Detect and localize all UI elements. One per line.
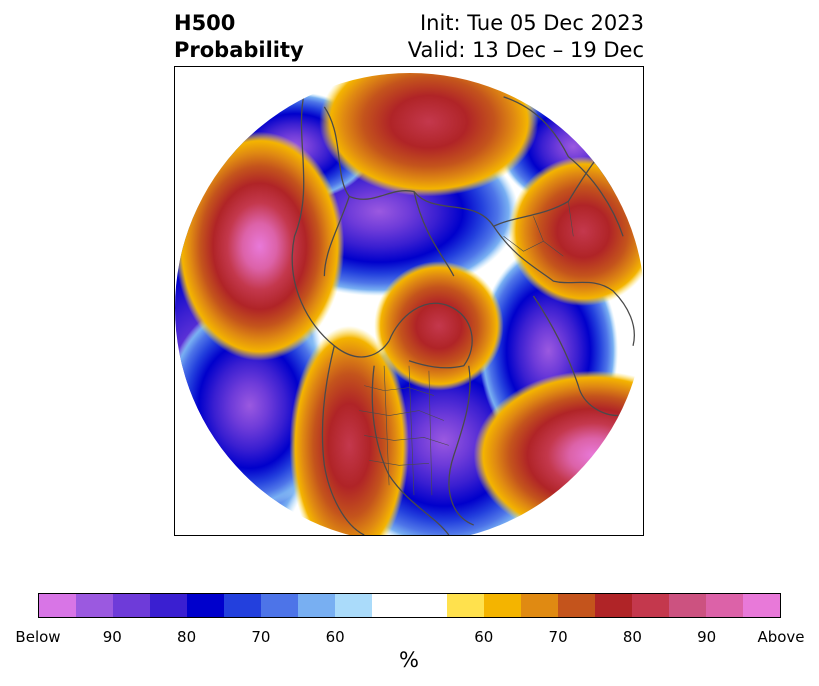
colorbar-segment [705, 594, 743, 617]
colorbar-segment [224, 594, 262, 617]
chart-title-left: H500 Probability [174, 10, 304, 64]
init-date: Init: Tue 05 Dec 2023 [419, 11, 644, 35]
valid-range: Valid: 13 Dec – 19 Dec [407, 38, 644, 62]
colorbar-tick-label: 70 [251, 628, 271, 646]
colorbar-segment [76, 594, 114, 617]
colorbar-tick-label: Below [15, 628, 61, 646]
colorbar-segment [261, 594, 299, 617]
colorbar-unit: % [399, 648, 419, 672]
colorbar-segment [372, 594, 410, 617]
colorbar-tick-label: 90 [697, 628, 717, 646]
colorbar-tick-label: 60 [474, 628, 494, 646]
colorbar-segment [446, 594, 484, 617]
colorbar-tick-label: 90 [102, 628, 122, 646]
colorbar-segment [113, 594, 151, 617]
colorbar-segment [39, 594, 77, 617]
colorbar-segment [409, 594, 447, 617]
colorbar-segment [594, 594, 632, 617]
colorbar-tick-label: 80 [622, 628, 642, 646]
colorbar-segment [668, 594, 706, 617]
colorbar-segment [150, 594, 188, 617]
colorbar-segment [187, 594, 225, 617]
colorbar [38, 593, 781, 618]
colorbar-segment [631, 594, 669, 617]
product-label: Probability [174, 38, 304, 62]
colorbar-segment [520, 594, 558, 617]
colorbar-segment [742, 594, 780, 617]
colorbar-segment [298, 594, 336, 617]
colorbar-segment [483, 594, 521, 617]
colorbar-tick-label: 70 [548, 628, 568, 646]
colorbar-tick-label: 60 [325, 628, 345, 646]
variable-label: H500 [174, 11, 236, 35]
coastlines [291, 91, 635, 535]
colorbar-segment [335, 594, 373, 617]
borders [359, 201, 574, 496]
map-panel [174, 66, 644, 536]
colorbar-segment [557, 594, 595, 617]
colorbar-tick-label: Above [757, 628, 805, 646]
chart-title-right: Init: Tue 05 Dec 2023 Valid: 13 Dec – 19… [408, 10, 644, 64]
colorbar-tick-label: 80 [177, 628, 197, 646]
polar-map [175, 72, 643, 535]
